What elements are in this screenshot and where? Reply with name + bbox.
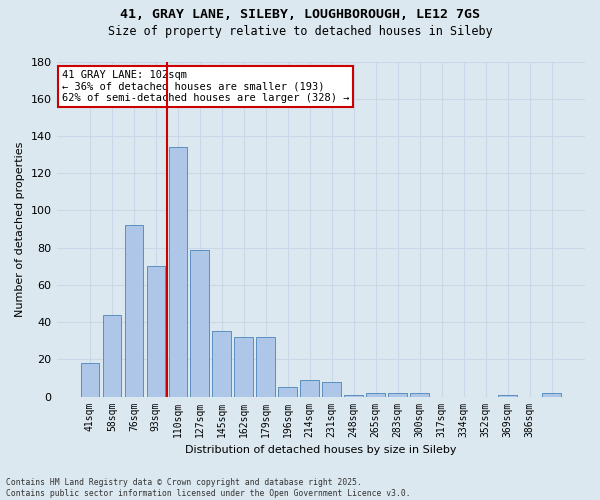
Bar [146,266,165,396]
Bar [542,393,561,396]
Bar [499,394,517,396]
Text: Contains HM Land Registry data © Crown copyright and database right 2025.
Contai: Contains HM Land Registry data © Crown c… [6,478,410,498]
Text: Size of property relative to detached houses in Sileby: Size of property relative to detached ho… [107,25,493,38]
Y-axis label: Number of detached properties: Number of detached properties [15,142,25,316]
Text: 41 GRAY LANE: 102sqm
← 36% of detached houses are smaller (193)
62% of semi-deta: 41 GRAY LANE: 102sqm ← 36% of detached h… [62,70,349,103]
Bar [301,380,319,396]
Bar [103,314,121,396]
Bar [80,363,99,396]
Bar [278,387,297,396]
Text: 41, GRAY LANE, SILEBY, LOUGHBOROUGH, LE12 7GS: 41, GRAY LANE, SILEBY, LOUGHBOROUGH, LE1… [120,8,480,20]
Bar [256,337,275,396]
X-axis label: Distribution of detached houses by size in Sileby: Distribution of detached houses by size … [185,445,457,455]
Bar [344,394,363,396]
Bar [235,337,253,396]
Bar [169,147,187,396]
Bar [212,332,231,396]
Bar [367,393,385,396]
Bar [322,382,341,396]
Bar [125,226,143,396]
Bar [410,393,429,396]
Bar [388,393,407,396]
Bar [190,250,209,396]
